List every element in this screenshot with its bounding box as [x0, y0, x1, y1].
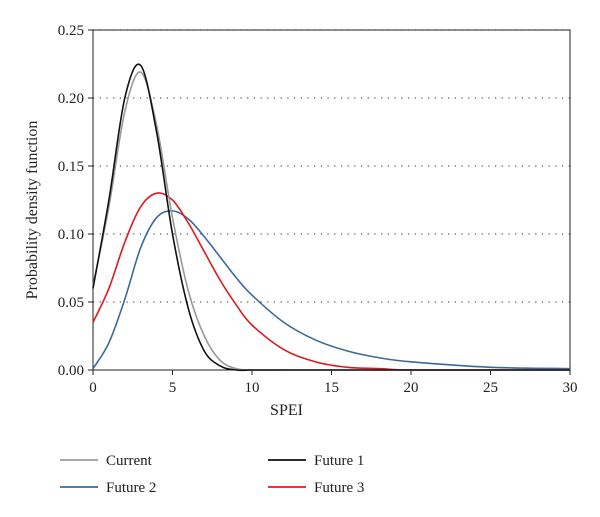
x-tick-label: 10	[245, 380, 260, 396]
series-line-future-3	[92, 192, 570, 371]
y-tick-label: 0.25	[58, 23, 84, 39]
legend-label-current: Current	[106, 453, 153, 469]
y-tick-label: 0.10	[58, 227, 84, 243]
series-line-future-2	[92, 210, 571, 370]
y-tick-label: 0.00	[58, 363, 84, 379]
y-tick-label: 0.05	[58, 295, 84, 311]
x-axis-title: SPEI	[270, 402, 303, 419]
legend-label-future-1: Future 1	[314, 453, 364, 469]
series-line-future-1	[92, 63, 570, 372]
x-tick-label: 5	[169, 380, 177, 396]
x-tick-label: 30	[563, 380, 578, 396]
x-tick-label: 25	[483, 380, 498, 396]
x-tick-label: 20	[404, 380, 419, 396]
x-tick-label: 15	[324, 380, 339, 396]
legend-label-future-2: Future 2	[106, 480, 156, 496]
y-axis-title: Probability density function	[24, 121, 41, 300]
y-tick-label: 0.15	[58, 159, 84, 175]
x-tick-label: 0	[89, 380, 97, 396]
series-line-current	[92, 71, 570, 371]
y-tick-label: 0.20	[58, 91, 84, 107]
legend-label-future-3: Future 3	[314, 480, 364, 496]
plot-frame	[92, 29, 571, 371]
